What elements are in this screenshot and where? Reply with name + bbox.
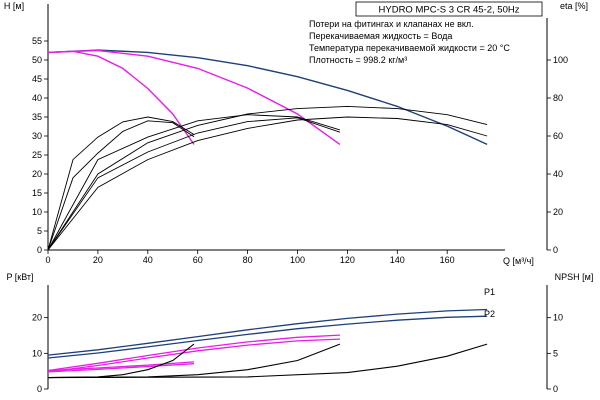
head-curve: [47, 49, 488, 146]
y-tick-label: 10: [32, 348, 42, 358]
x-tick-label: 0: [45, 255, 50, 265]
p2-curve: [47, 315, 488, 359]
x-tick-label: 40: [143, 255, 153, 265]
note-line: Температура перекачиваемой жидкости = 20…: [309, 43, 510, 53]
x-tick-label: 100: [290, 255, 305, 265]
x-tick-label: 140: [390, 255, 405, 265]
y2-tick-label: 20: [553, 207, 563, 217]
y-tick-label: 5: [37, 226, 42, 236]
efficiency-curve: [47, 105, 488, 251]
y-tick-label: 30: [32, 131, 42, 141]
y-tick-label: 15: [32, 188, 42, 198]
y2-tick-label: 0: [553, 384, 558, 394]
y2-tick-label: 40: [553, 169, 563, 179]
note-line: Перекачиваемая жидкость = Вода: [309, 31, 452, 41]
title-box: [355, 1, 543, 17]
bottom-series: [47, 308, 488, 379]
y2-tick-label: 60: [553, 131, 563, 141]
y-tick-label: 20: [32, 313, 42, 323]
power-max-curve: [47, 338, 340, 373]
x-tick-label: 20: [93, 255, 103, 265]
head-max-curve: [47, 49, 341, 145]
x-tick-label: 80: [243, 255, 253, 265]
series-label-p1: P1: [484, 287, 495, 297]
head-efficiency-panel: 0 5 10 15 20 25 30 35 40 45 50 55 0 20 40 60 80 100 0 20 40 6…: [4, 1, 588, 266]
efficiency-curve: [47, 117, 341, 251]
x-tick-label: 120: [340, 255, 355, 265]
npsh-curve: [47, 343, 195, 379]
power-max-curve: [47, 363, 195, 373]
notes-block: Потери на фитингах и клапанах не вкл. Пе…: [309, 19, 510, 65]
y-tick-label: 50: [32, 55, 42, 65]
head-max-curve: [47, 50, 195, 145]
top-axes: 0 5 10 15 20 25 30 35 40 45 50 55 0 20 40 60 80 100 0 20 40 6…: [32, 4, 568, 265]
efficiency-curve: [47, 116, 195, 251]
npsh-curve: [47, 343, 488, 379]
chart-title: HYDRO MPC-S 3 CR 45-2, 50Hz: [379, 5, 520, 16]
bottom-y-label: P [кВт]: [6, 272, 33, 282]
y-tick-label: 0: [37, 384, 42, 394]
top-y2-label: eta [%]: [560, 1, 588, 11]
x-tick-label: 60: [193, 255, 203, 265]
y2-tick-label: 0: [553, 245, 558, 255]
efficiency-curve: [47, 114, 341, 251]
note-line: Плотность = 998.2 кг/м³: [309, 55, 407, 65]
top-y-label: H [м]: [4, 1, 24, 11]
x-tick-label: 160: [440, 255, 455, 265]
y-tick-label: 10: [32, 207, 42, 217]
y-tick-label: 0: [37, 245, 42, 255]
efficiency-curve: [47, 116, 488, 251]
y-tick-label: 35: [32, 112, 42, 122]
power-max-curve: [47, 361, 195, 372]
y2-tick-label: 100: [553, 55, 568, 65]
top-series: [47, 49, 488, 251]
y-tick-label: 20: [32, 169, 42, 179]
top-x-label: Q [м³/ч]: [503, 256, 534, 266]
power-max-curve: [47, 334, 340, 372]
p1-curve: [47, 308, 488, 356]
y-tick-label: 55: [32, 36, 42, 46]
series-label-p2: P2: [484, 309, 495, 319]
y-tick-label: 25: [32, 150, 42, 160]
bottom-y2-label: NPSH [м]: [555, 272, 594, 282]
note-line: Потери на фитингах и клапанах не вкл.: [309, 19, 474, 29]
y2-tick-label: 80: [553, 93, 563, 103]
efficiency-curve: [47, 120, 195, 251]
y-tick-label: 45: [32, 74, 42, 84]
y-tick-label: 40: [32, 93, 42, 103]
y2-tick-label: 5: [553, 348, 558, 358]
y2-tick-label: 10: [553, 313, 563, 323]
power-npsh-panel: 0 10 20 0 5 10 P [кВт] NPSH [м] P1 P2: [6, 272, 593, 394]
